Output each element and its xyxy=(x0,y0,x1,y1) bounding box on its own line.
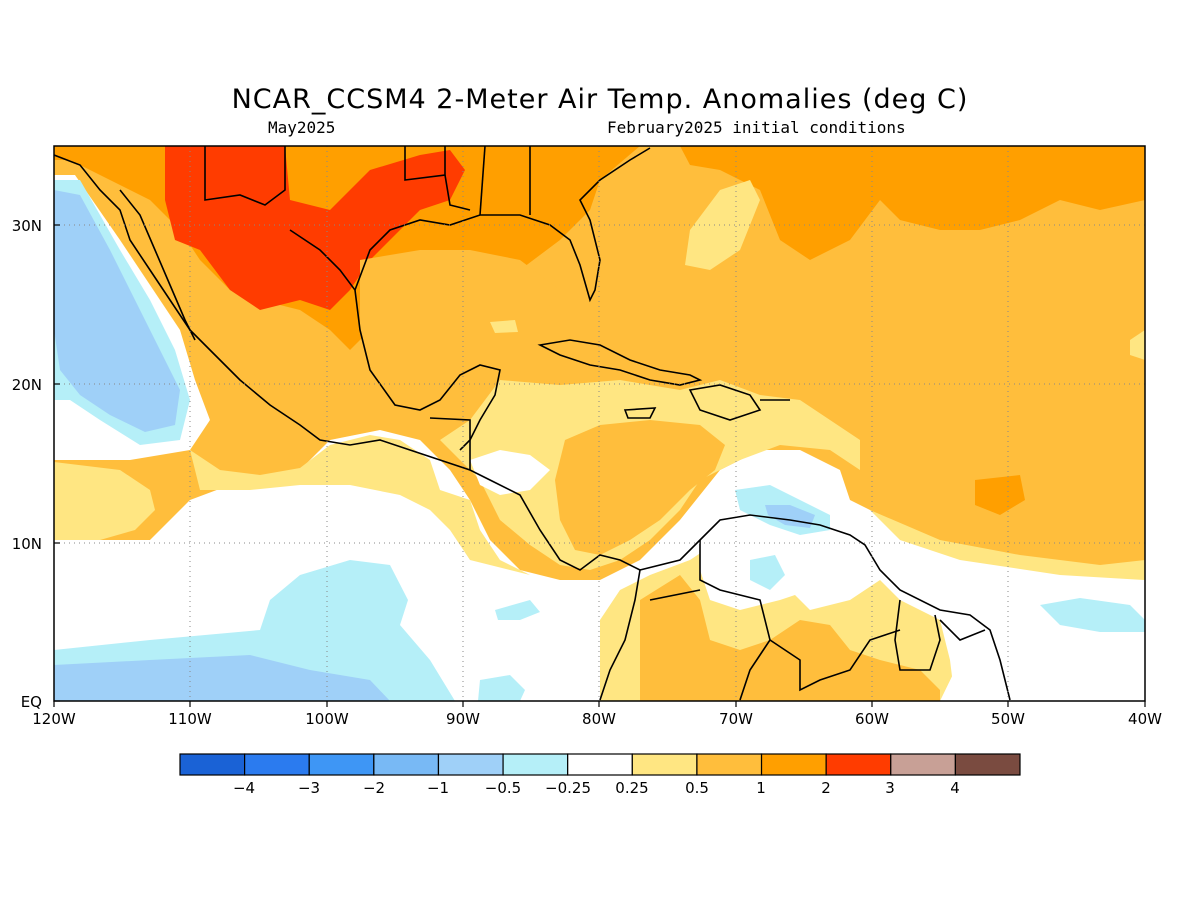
tick-marks xyxy=(53,224,1146,707)
map-title: NCAR_CCSM4 2-Meter Air Temp. Anomalies (… xyxy=(231,84,969,115)
latitude-labels: 30N 20N 10N EQ xyxy=(12,217,42,711)
colorbar-label: −2 xyxy=(363,779,385,797)
lat-label: 20N xyxy=(12,376,42,394)
anomaly-region-cool-panama xyxy=(495,600,540,620)
lat-label: EQ xyxy=(21,693,42,711)
colorbar-swatch xyxy=(567,753,633,776)
longitude-labels: 120W 110W 100W 90W 80W 70W 60W 50W 40W xyxy=(32,710,1162,728)
colorbar-swatch xyxy=(825,753,892,776)
colorbar-swatch xyxy=(890,753,956,776)
anomaly-region-south-america-warm xyxy=(640,575,940,701)
colorbar-label: 1 xyxy=(756,779,766,797)
lon-label: 60W xyxy=(855,710,889,728)
anomaly-region-1to2-central xyxy=(975,475,1025,515)
anomaly-region-central-america-white xyxy=(470,450,550,495)
grid-lines xyxy=(54,146,1145,701)
colorbar-label: −1 xyxy=(427,779,449,797)
lon-label: 100W xyxy=(305,710,349,728)
anomaly-region-mexico-coast xyxy=(180,330,320,470)
colorbar-label: −0.25 xyxy=(545,779,591,797)
colorbar-swatch xyxy=(244,753,310,776)
colorbar-swatch xyxy=(696,753,763,776)
colorbar-swatch xyxy=(437,753,504,776)
anomaly-region-cold-pacific xyxy=(54,190,180,432)
coastlines xyxy=(54,146,1011,701)
colorbar-swatch xyxy=(179,753,246,776)
colorbar-label: −3 xyxy=(298,779,320,797)
anomaly-region-03-atlantic-edge xyxy=(870,510,1145,580)
colorbar-label: 2 xyxy=(821,779,831,797)
lon-label: 70W xyxy=(719,710,753,728)
anomaly-region-guiana-white xyxy=(940,620,1015,701)
lon-label: 110W xyxy=(168,710,212,728)
colorbar-label: 0.5 xyxy=(685,779,709,797)
anomaly-region-gulf xyxy=(360,250,560,395)
colorbar-swatch xyxy=(373,753,440,776)
colorbar-label: −0.5 xyxy=(485,779,521,797)
colorbar xyxy=(179,753,1021,776)
colorbar-swatch xyxy=(631,753,698,776)
forecast-month: May2025 xyxy=(268,118,336,137)
anomaly-region-cold-pacific-south xyxy=(54,655,390,701)
colorbar-label: −4 xyxy=(233,779,255,797)
colorbar-swatch xyxy=(502,753,569,776)
initial-conditions: February2025 initial conditions xyxy=(607,118,906,137)
lon-label: 120W xyxy=(32,710,76,728)
lon-label: 80W xyxy=(582,710,616,728)
anomaly-region-cool-venezuela xyxy=(750,555,785,590)
anomaly-region-03-east-edge xyxy=(1130,330,1145,360)
colorbar-labels: −4 −3 −2 −1 −0.5 −0.25 0.25 0.5 1 2 3 4 xyxy=(233,779,960,797)
colorbar-swatch xyxy=(954,753,1021,776)
lat-label: 10N xyxy=(12,535,42,553)
colorbar-label: 4 xyxy=(950,779,960,797)
anomaly-region-03-mexico-edge xyxy=(190,435,530,575)
anomaly-region-cool-atlantic xyxy=(1040,598,1145,632)
anomaly-region-1to2-atlantic xyxy=(680,146,1145,260)
colorbar-label: 0.25 xyxy=(615,779,648,797)
colorbar-swatch xyxy=(308,753,375,776)
anomaly-field xyxy=(54,146,1145,701)
lon-label: 40W xyxy=(1128,710,1162,728)
anomaly-region-2to3 xyxy=(165,146,465,310)
lon-label: 90W xyxy=(446,710,480,728)
anomaly-region-caribbean-warm xyxy=(555,420,725,555)
colorbar-swatch xyxy=(760,753,827,776)
lat-label: 30N xyxy=(12,217,42,235)
anomaly-region-03-atlantic-blob xyxy=(685,180,760,270)
anomaly-region-cool-galapagos xyxy=(478,675,525,701)
lon-label: 50W xyxy=(991,710,1025,728)
anomaly-region-03-pacific xyxy=(54,462,155,540)
colorbar-label: 3 xyxy=(885,779,895,797)
anomaly-region-03-gulf-blob xyxy=(490,320,518,333)
